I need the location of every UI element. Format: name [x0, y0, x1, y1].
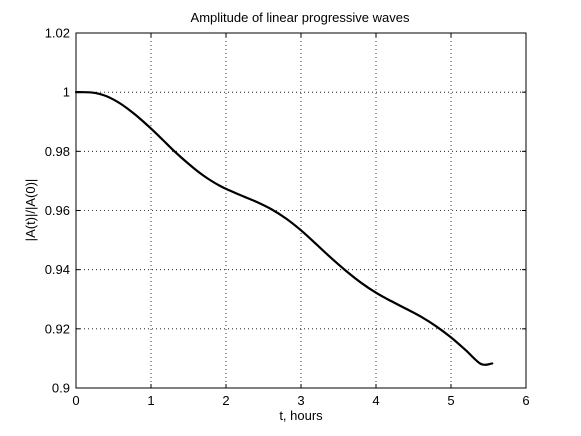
x-tick-label: 5: [447, 393, 454, 408]
x-tick-label: 3: [297, 393, 304, 408]
x-tick-label: 2: [222, 393, 229, 408]
x-tick-label: 4: [372, 393, 379, 408]
y-tick-label: 1.02: [45, 26, 70, 41]
x-tick-label: 1: [147, 393, 154, 408]
y-tick-label: 0.92: [45, 321, 70, 336]
grid-lines: [76, 33, 526, 388]
y-tick-label: 0.98: [45, 144, 70, 159]
series-line-amplitude: [74, 91, 494, 366]
y-tick-label: 0.94: [45, 262, 70, 277]
chart-title: Amplitude of linear progressive waves: [191, 10, 410, 25]
y-tick-label: 0.9: [52, 381, 70, 396]
y-tick-label: 1: [63, 85, 70, 100]
y-axis-label: |A(t)|/|A(0)|: [23, 179, 38, 242]
x-tick-label: 0: [72, 393, 79, 408]
tick-labels: 0 1 2 3 4 5 6 0.9 0.92 0.94 0.96 0.98 1 1.02: [45, 26, 530, 409]
x-tick-label: 6: [522, 393, 529, 408]
x-axis-label: t, hours: [279, 408, 323, 423]
axis-ticks: [75, 32, 527, 389]
y-tick-label: 0.96: [45, 203, 70, 218]
